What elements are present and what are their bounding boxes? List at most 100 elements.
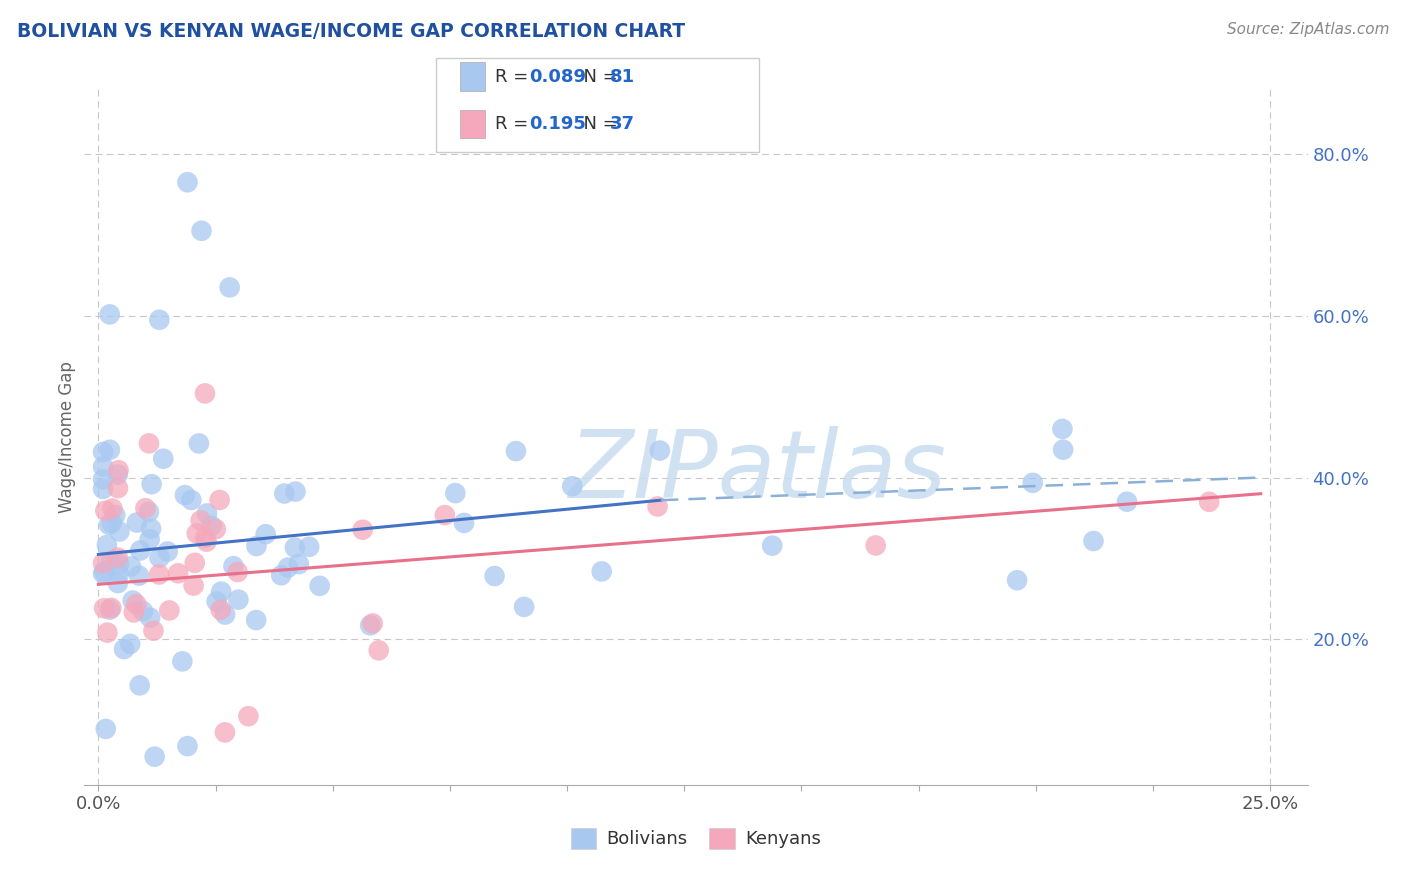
Point xyxy=(1198,495,1220,509)
Point xyxy=(91,472,114,486)
Text: R =: R = xyxy=(495,115,534,133)
Text: R =: R = xyxy=(495,68,534,86)
Point xyxy=(132,604,155,618)
Point xyxy=(1116,494,1139,508)
Point xyxy=(120,637,142,651)
Text: N =: N = xyxy=(572,68,624,86)
Point xyxy=(152,451,174,466)
Point xyxy=(128,678,150,692)
Point xyxy=(112,642,135,657)
Point xyxy=(484,569,506,583)
Text: 37: 37 xyxy=(610,115,636,133)
Point xyxy=(367,643,389,657)
Point xyxy=(200,519,222,533)
Text: ZIPatlas: ZIPatlas xyxy=(568,426,946,517)
Point xyxy=(761,539,783,553)
Point xyxy=(453,516,475,530)
Point xyxy=(93,565,115,579)
Point xyxy=(513,599,536,614)
Point xyxy=(139,522,162,536)
Point xyxy=(107,550,129,565)
Point xyxy=(108,566,131,581)
Point xyxy=(245,539,267,553)
Point xyxy=(156,544,179,558)
Text: 81: 81 xyxy=(610,68,636,86)
Point xyxy=(100,601,122,615)
Point xyxy=(91,459,114,474)
Point xyxy=(433,508,456,522)
Point xyxy=(125,597,148,611)
Point xyxy=(172,654,194,668)
Point xyxy=(93,601,115,615)
Point xyxy=(209,603,232,617)
Point xyxy=(91,556,114,570)
Point xyxy=(222,559,245,574)
Point xyxy=(648,443,671,458)
Point xyxy=(98,602,121,616)
Point xyxy=(104,508,127,523)
Legend: Bolivians, Kenyans: Bolivians, Kenyans xyxy=(564,821,828,856)
Point xyxy=(277,560,299,574)
Text: 0.195: 0.195 xyxy=(529,115,585,133)
Point xyxy=(208,493,231,508)
Point xyxy=(101,516,124,530)
Point xyxy=(139,610,162,624)
Point xyxy=(195,507,218,521)
Point xyxy=(245,613,267,627)
Point xyxy=(138,533,160,547)
Point xyxy=(107,463,129,477)
Text: N =: N = xyxy=(572,115,624,133)
Point xyxy=(138,505,160,519)
Point xyxy=(91,566,114,581)
Point xyxy=(194,531,217,545)
Point xyxy=(647,500,669,514)
Point xyxy=(190,224,212,238)
Point xyxy=(96,538,118,552)
Point xyxy=(204,522,226,536)
Point xyxy=(142,624,165,638)
Point xyxy=(94,722,117,736)
Point xyxy=(98,442,121,457)
Point xyxy=(108,557,131,571)
Point xyxy=(107,467,129,482)
Point xyxy=(218,280,240,294)
Point xyxy=(284,541,307,555)
Point xyxy=(96,625,118,640)
Point xyxy=(238,709,260,723)
Y-axis label: Wage/Income Gap: Wage/Income Gap xyxy=(58,361,76,513)
Point xyxy=(121,593,143,607)
Point xyxy=(1083,534,1105,549)
Point xyxy=(97,517,120,532)
Point xyxy=(176,175,198,189)
Point xyxy=(284,484,307,499)
Point xyxy=(444,486,467,500)
Point xyxy=(120,559,142,574)
Point xyxy=(186,526,208,541)
Point xyxy=(180,493,202,508)
Text: 0.089: 0.089 xyxy=(529,68,586,86)
Point xyxy=(226,565,249,579)
Point xyxy=(107,481,129,495)
Point xyxy=(865,538,887,552)
Point xyxy=(1005,573,1028,587)
Point xyxy=(361,616,384,631)
Point xyxy=(288,557,311,571)
Point xyxy=(100,554,122,568)
Point xyxy=(167,566,190,581)
Point xyxy=(352,523,374,537)
Point xyxy=(174,488,197,502)
Point xyxy=(205,594,228,608)
Point xyxy=(148,312,170,326)
Point xyxy=(107,576,129,591)
Point xyxy=(183,578,205,592)
Point xyxy=(308,579,330,593)
Point xyxy=(122,606,145,620)
Point xyxy=(134,501,156,516)
Point xyxy=(254,527,277,541)
Point xyxy=(190,513,212,527)
Point xyxy=(141,477,163,491)
Point xyxy=(91,482,114,496)
Point xyxy=(214,607,236,622)
Point xyxy=(101,501,124,516)
Point xyxy=(128,568,150,582)
